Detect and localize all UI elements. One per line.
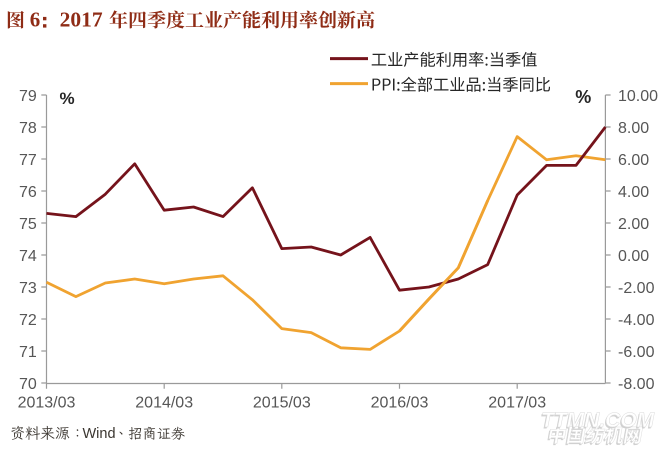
svg-text:78: 78: [19, 120, 37, 137]
svg-text:6.00: 6.00: [618, 152, 649, 169]
svg-text:72: 72: [19, 312, 37, 329]
svg-text:2016/03: 2016/03: [371, 395, 429, 412]
svg-text:70: 70: [19, 376, 37, 393]
svg-text:79: 79: [19, 88, 37, 105]
svg-text:-6.00: -6.00: [618, 344, 655, 361]
svg-text:77: 77: [19, 152, 37, 169]
svg-text:71: 71: [19, 344, 37, 361]
svg-text:4.00: 4.00: [618, 184, 649, 201]
svg-text:-2.00: -2.00: [618, 280, 655, 297]
svg-text:0.00: 0.00: [618, 248, 649, 265]
svg-text:2015/03: 2015/03: [253, 395, 311, 412]
svg-text:2014/03: 2014/03: [135, 395, 193, 412]
svg-text:TTMN.COM: TTMN.COM: [541, 409, 655, 432]
svg-text:Wind: Wind: [83, 426, 116, 442]
svg-text:%: %: [575, 87, 591, 107]
svg-text:74: 74: [19, 248, 37, 265]
svg-text:8.00: 8.00: [618, 120, 649, 137]
svg-text:TTMN.COM: TTMN.COM: [540, 410, 654, 433]
svg-text:%: %: [60, 89, 75, 108]
svg-text:73: 73: [19, 280, 37, 297]
svg-text:10.00: 10.00: [618, 88, 658, 105]
svg-text:75: 75: [19, 216, 37, 233]
svg-text:2013/03: 2013/03: [18, 395, 76, 412]
svg-text:2.00: 2.00: [618, 216, 649, 233]
svg-text:-8.00: -8.00: [618, 376, 655, 393]
svg-text:2017/03: 2017/03: [488, 395, 546, 412]
svg-text:6: 6: [30, 8, 41, 32]
svg-text:-4.00: -4.00: [618, 312, 655, 329]
svg-text:76: 76: [19, 184, 37, 201]
svg-text:2017: 2017: [60, 8, 103, 32]
